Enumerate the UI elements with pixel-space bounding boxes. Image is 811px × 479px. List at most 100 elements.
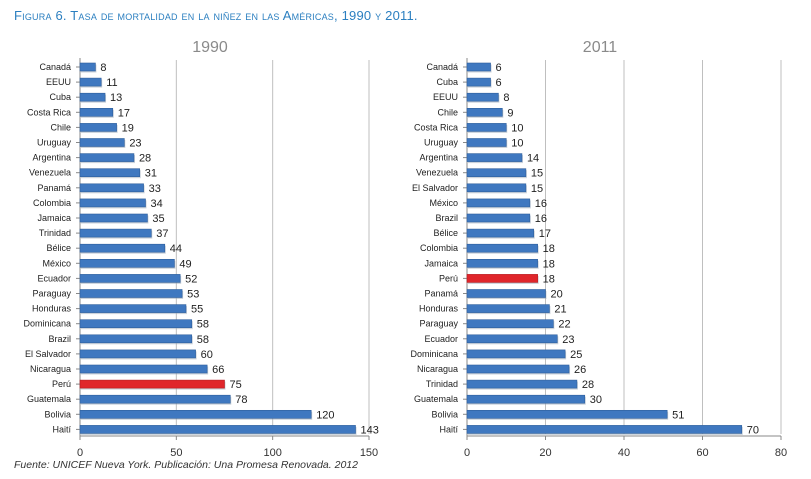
value-label: 14 <box>527 153 539 165</box>
category-label: Honduras <box>419 304 459 314</box>
category-label: Bélice <box>433 228 458 238</box>
value-label: 44 <box>170 243 182 255</box>
value-label: 11 <box>106 77 117 89</box>
category-label: Colombia <box>33 198 71 208</box>
category-label: EEUU <box>433 92 458 102</box>
x-tick-label: 20 <box>539 447 551 459</box>
bar <box>79 92 106 102</box>
value-label: 28 <box>582 379 594 391</box>
figure-title: Figura 6. Tasa de mortalidad en la niñez… <box>14 8 418 23</box>
category-label: Nicaragua <box>417 364 458 374</box>
category-label: Cuba <box>49 92 71 102</box>
bar <box>466 153 523 162</box>
value-label: 49 <box>179 258 191 270</box>
bar <box>466 138 507 147</box>
bar <box>466 92 499 102</box>
x-tick-label: 50 <box>170 447 182 459</box>
value-label: 143 <box>361 424 379 436</box>
bar <box>79 349 196 359</box>
value-label: 15 <box>531 183 543 195</box>
bar <box>79 334 193 344</box>
category-label: Chile <box>50 122 71 132</box>
bar <box>79 138 125 147</box>
bar <box>79 289 183 298</box>
value-label: 6 <box>496 62 502 74</box>
bar <box>79 153 135 162</box>
category-label: Dominicana <box>23 319 71 329</box>
value-label: 37 <box>156 228 168 240</box>
category-label: Argentina <box>32 153 71 163</box>
value-label: 6 <box>496 77 502 89</box>
bar <box>79 304 187 313</box>
category-label: Canadá <box>39 62 71 72</box>
category-label: Argentina <box>419 153 458 163</box>
category-label: México <box>42 258 71 268</box>
value-label: 70 <box>747 424 759 436</box>
bar <box>79 198 146 208</box>
bar <box>466 213 531 223</box>
source-note: Fuente: UNICEF Nueva York. Publicación: … <box>14 459 358 471</box>
bar <box>466 168 527 177</box>
value-label: 13 <box>110 92 122 104</box>
value-label: 120 <box>316 409 334 421</box>
category-label: EEUU <box>46 77 71 87</box>
bar <box>79 425 356 434</box>
category-label: Uruguay <box>424 138 459 148</box>
bar <box>466 425 743 434</box>
value-label: 34 <box>151 198 163 210</box>
value-label: 16 <box>535 213 547 225</box>
category-label: Jamaica <box>37 213 71 223</box>
bar <box>79 168 141 177</box>
category-label: Perú <box>52 379 71 389</box>
x-tick-label: 60 <box>696 447 708 459</box>
category-label: Guatemala <box>27 394 71 404</box>
bar <box>466 108 503 117</box>
bar-highlight <box>79 379 225 389</box>
bar <box>79 394 231 404</box>
bar <box>466 258 538 268</box>
bar <box>79 123 117 132</box>
bar <box>466 183 527 193</box>
category-label: Perú <box>439 273 458 283</box>
category-label: Costa Rica <box>27 107 71 117</box>
category-label: México <box>429 198 458 208</box>
category-label: Bolivia <box>431 409 458 419</box>
value-label: 10 <box>511 122 523 134</box>
value-label: 31 <box>145 168 157 180</box>
value-label: 53 <box>187 289 199 301</box>
bar <box>466 379 578 389</box>
value-label: 16 <box>535 198 547 210</box>
category-label: Nicaragua <box>30 364 71 374</box>
bar <box>79 108 114 117</box>
category-label: Paraguay <box>32 289 71 299</box>
value-label: 28 <box>139 153 151 165</box>
bar <box>466 228 535 238</box>
value-label: 9 <box>507 107 513 119</box>
value-label: 75 <box>230 379 242 391</box>
x-tick-label: 100 <box>263 447 281 459</box>
value-label: 58 <box>197 319 209 331</box>
category-label: Uruguay <box>37 138 72 148</box>
bar <box>466 123 507 132</box>
bar <box>79 77 102 87</box>
value-label: 52 <box>185 273 197 285</box>
category-label: Haití <box>52 424 71 434</box>
category-label: Venezuela <box>29 168 71 178</box>
bar <box>466 394 586 404</box>
category-label: El Salvador <box>412 183 458 193</box>
category-label: Honduras <box>32 304 72 314</box>
x-tick-label: 0 <box>464 447 470 459</box>
category-label: Panamá <box>424 289 458 299</box>
x-tick-label: 40 <box>618 447 630 459</box>
bar <box>79 364 208 374</box>
category-label: Haití <box>439 424 458 434</box>
value-label: 23 <box>129 138 141 150</box>
value-label: 15 <box>531 168 543 180</box>
value-label: 26 <box>574 364 586 376</box>
value-label: 8 <box>100 62 106 74</box>
value-label: 17 <box>539 228 551 240</box>
x-tick-label: 150 <box>360 447 378 459</box>
category-label: Chile <box>437 107 458 117</box>
bar <box>466 319 554 329</box>
